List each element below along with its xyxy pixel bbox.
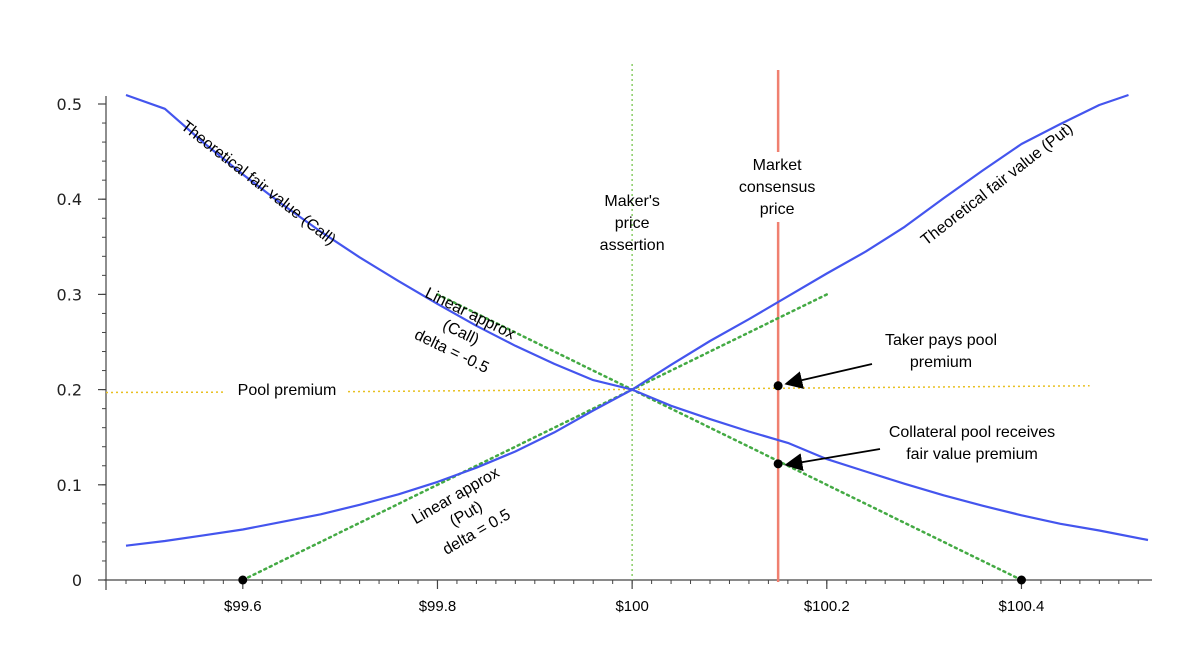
x-tick-label: $99.8 xyxy=(419,598,457,615)
chart-annotations: Theoretical fair value (Call) Theoretical… xyxy=(178,118,1077,559)
annotation-line: price xyxy=(760,201,795,218)
annotation-line: consensus xyxy=(739,179,816,196)
axes: $99.6 $99.8 $100 $100.2 $100.4 0 0.1 0.2 0.3 0.4 0… xyxy=(57,95,1152,615)
x-tick-label: $100 xyxy=(615,598,648,615)
annotation-line: Collateral pool receives xyxy=(889,424,1055,441)
x-tick-label: $99.6 xyxy=(224,598,262,615)
data-point xyxy=(773,381,783,391)
data-point xyxy=(238,575,248,585)
taker-pays-label: Taker pays pool premium xyxy=(885,332,997,371)
y-tick-label: 0 xyxy=(72,571,82,590)
data-point xyxy=(1016,575,1026,585)
x-tick-label: $100.4 xyxy=(999,598,1045,615)
call-curve-label: Theoretical fair value (Call) xyxy=(178,118,339,249)
y-tick-label: 0.3 xyxy=(57,285,82,304)
annotation-line: premium xyxy=(910,354,972,371)
fair-value-curves xyxy=(125,93,1149,547)
collateral-pool-arrow xyxy=(784,448,881,472)
market-price-label: Market consensus price xyxy=(739,157,816,218)
annotation-line: assertion xyxy=(600,237,665,254)
pool-premium-line xyxy=(347,385,1090,393)
fair-value-curve xyxy=(125,93,1129,547)
linear-approx-line xyxy=(241,293,829,582)
annotation-line: price xyxy=(615,215,650,232)
taker-pays-arrow xyxy=(784,363,873,389)
linear-approx-call-label: Linear approx(Call)delta = -0.5 xyxy=(412,285,518,377)
linear-approx-line xyxy=(436,293,1023,582)
y-tick-label: 0.5 xyxy=(57,95,82,114)
collateral-pool-label: Collateral pool receives fair value premi… xyxy=(889,424,1055,463)
put-curve-label: Theoretical fair value (Put) xyxy=(918,120,1076,249)
annotation-line: fair value premium xyxy=(906,446,1038,463)
reference-lines xyxy=(105,64,1090,582)
pool-premium-label: Pool premium xyxy=(238,382,337,399)
y-tick-label: 0.4 xyxy=(57,190,82,209)
data-point xyxy=(773,459,783,469)
y-tick-label: 0.2 xyxy=(57,381,82,400)
maker-price-label: Maker's price assertion xyxy=(600,193,665,254)
linear-approx-put-label: Linear approx(Put)delta = 0.5 xyxy=(409,464,514,558)
x-tick-label: $100.2 xyxy=(804,598,850,615)
annotation-line: Maker's xyxy=(604,193,660,210)
y-tick-label: 0.1 xyxy=(57,476,82,495)
annotation-line: Market xyxy=(753,157,802,174)
annotation-line: Taker pays pool xyxy=(885,332,997,349)
linear-approximations xyxy=(241,293,1023,582)
data-points xyxy=(238,381,1026,585)
